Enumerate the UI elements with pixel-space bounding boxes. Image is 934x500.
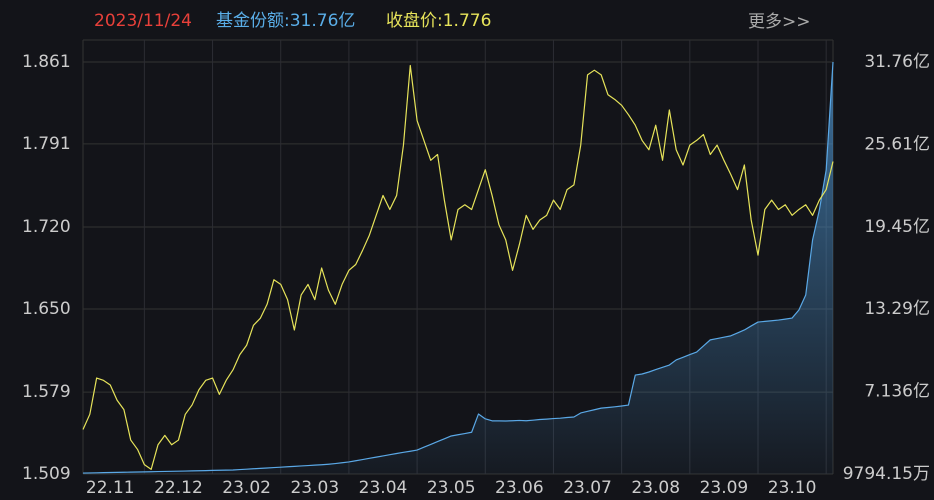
y-tick-label: 1.650 — [22, 299, 71, 319]
x-tick-label: 23.06 — [495, 478, 544, 498]
line — [82, 64, 834, 470]
y2-tick-label: 13.29亿 — [864, 299, 930, 319]
y2-tick-label: 9794.15万 — [843, 464, 930, 484]
x-tick-label: 23.05 — [427, 478, 476, 498]
x-tick-label: 23.10 — [768, 478, 817, 498]
y-tick-label: 1.791 — [22, 134, 71, 154]
x-tick-label: 23.08 — [631, 478, 680, 498]
y2-tick-label: 25.61亿 — [864, 134, 930, 154]
x-tick-label: 23.09 — [700, 478, 749, 498]
y-tick-label: 1.509 — [22, 464, 71, 484]
y2-tick-label: 31.76亿 — [864, 52, 930, 72]
y-tick-label: 1.579 — [22, 382, 71, 402]
x-tick-label: 22.12 — [154, 478, 203, 498]
x-tick-label: 23.07 — [563, 478, 612, 498]
share-label: 基金份额:31.76亿 — [216, 11, 355, 31]
y-tick-label: 1.720 — [22, 217, 71, 237]
labels: 1.509 1.579 1.650 1.720 1.791 1.861 9794.15万 7.… — [22, 52, 930, 498]
area — [83, 62, 833, 474]
date-label: 2023/11/24 — [94, 11, 192, 31]
x-tick-label: 23.02 — [222, 478, 271, 498]
x-tick-label: 23.03 — [290, 478, 339, 498]
y2-tick-label: 7.136亿 — [864, 382, 930, 402]
more-link[interactable]: 更多>> — [748, 12, 811, 32]
x-tick-label: 22.11 — [86, 478, 135, 498]
x-tick-label: 23.04 — [359, 478, 408, 498]
line — [82, 61, 834, 474]
y2-tick-label: 19.45亿 — [864, 217, 930, 237]
close-label: 收盘价:1.776 — [386, 11, 491, 31]
y-tick-label: 1.861 — [22, 52, 71, 72]
marks — [82, 61, 834, 474]
